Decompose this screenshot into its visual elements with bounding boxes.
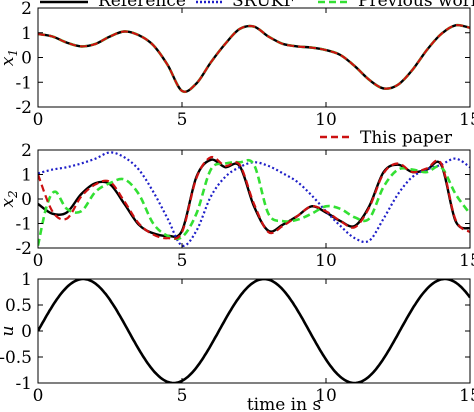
series-reference-line [38,279,470,383]
axes-frame [37,278,471,384]
x-tick-label: 0 [33,110,44,130]
y-tick-label: 1 [21,24,32,44]
y-axis-label-subscript: 1 [6,49,20,57]
series-group [38,23,470,94]
legend-this-paper: This paper [320,128,453,148]
y-tick-label: -2 [15,239,32,259]
y-tick-label: 1 [21,270,32,290]
legend-reference-label: Reference [98,0,186,11]
x-tick-label: 5 [177,110,188,130]
series-group [38,279,470,383]
x-tick-label: 5 [177,386,188,406]
x-tick-label: 0 [33,251,44,271]
x-tick-label: 0 [33,386,44,406]
legend-this-paper-label: This paper [360,128,453,148]
y-axis-label-subscript: 2 [6,190,20,199]
y-tick-label: -1 [15,215,32,235]
legend-srukf-label: SRUKF [232,0,295,11]
series-this_paper-line [38,155,470,240]
x-tick-label: 10 [315,386,337,406]
y-tick-label: -2 [15,98,32,118]
x-tick-label: 10 [315,110,337,130]
x-tick-label: 15 [459,251,474,271]
series-reference-line [38,158,470,239]
y-tick-label: -1 [15,374,32,394]
y-tick-label: 1 [21,166,32,186]
series-reference-line [38,23,470,93]
legend-previous-label: Previous work [358,0,474,11]
legend-top: Reference SRUKF Previous work [40,0,474,11]
axes-frame [37,149,471,249]
x-tick-label: 5 [177,251,188,271]
x-tick-label: 10 [315,251,337,271]
y-tick-label: 0.5 [5,296,32,316]
y-axis-label: x1 [0,49,20,66]
x-tick-label: 15 [459,110,474,130]
axes-frame [37,7,471,108]
x-tick-label: 15 [459,386,474,406]
series-previous-line [38,23,470,94]
y-tick-label: -1 [15,73,32,93]
y-tick-label: 2 [21,141,32,161]
y-tick-label: 0 [21,322,32,342]
y-tick-label: 0 [21,49,32,69]
y-axis-label: x2 [0,190,20,207]
y-tick-label: 0 [21,190,32,210]
y-axis-label: u [0,326,18,337]
x-axis-label: time in s [247,395,321,412]
y-tick-label: 2 [21,0,32,19]
series-group [38,151,470,247]
y-tick-label: -0.5 [0,348,32,368]
series-this_paper-line [38,24,470,93]
